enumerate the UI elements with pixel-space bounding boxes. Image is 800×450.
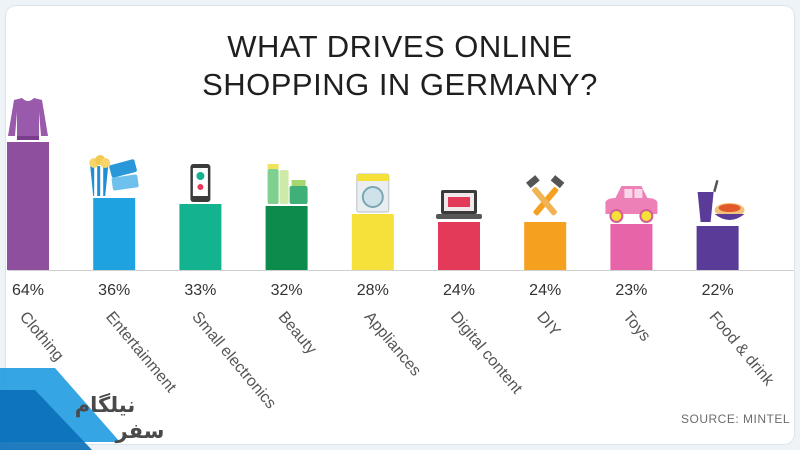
category-label: Beauty [275,309,320,358]
bar-beauty [265,206,308,270]
source-note: SOURCE: MINTEL [680,412,790,426]
popcorn-tickets-icon [89,155,139,196]
infographic-card [6,6,794,444]
bar-clothing [7,142,49,270]
category-label: Digital content [447,309,526,398]
value-label: 24% [443,282,475,299]
value-label: 23% [615,282,647,299]
value-label: 24% [529,282,561,299]
value-label: 22% [702,282,734,299]
bar-entertainment [93,198,136,270]
laptop-icon [436,190,482,219]
watermark-text-2: سفر [115,419,165,443]
chart-title-line-1: WHAT DRIVES ONLINE [227,29,573,64]
watermark-logo: نیلگام سفر [0,368,165,450]
chart-title-line-2: SHOPPING IN GERMANY? [202,67,598,102]
value-label: 32% [271,282,303,299]
category-label: Clothing [16,309,67,365]
bar-food-drink [696,226,739,270]
value-label: 36% [98,282,130,299]
bar-small-electronics [179,204,222,270]
washing-machine-icon [356,173,390,213]
bar-digital-content [438,222,480,270]
bar-appliances [351,214,394,270]
category-label: DIY [533,309,563,341]
category-label: Toys [619,309,653,345]
chart-baseline [8,270,794,271]
value-label: 64% [12,282,44,299]
bar-toys [610,224,653,270]
value-label: 33% [184,282,216,299]
bar-diy [524,222,567,270]
category-label: Food & drink [706,309,778,390]
food-drink-icon [697,179,745,222]
chart-title: WHAT DRIVES ONLINE SHOPPING IN GERMANY? [0,28,800,104]
toy-car-icon [605,186,658,223]
value-label: 28% [357,282,389,299]
category-label: Small electronics [188,309,279,413]
smartphone-icon [190,164,211,202]
category-label: Appliances [361,309,424,380]
sweater-icon [8,98,48,140]
cosmetics-icon [267,164,308,204]
watermark-text: نیلگام [75,392,136,417]
tools-icon [526,175,565,216]
